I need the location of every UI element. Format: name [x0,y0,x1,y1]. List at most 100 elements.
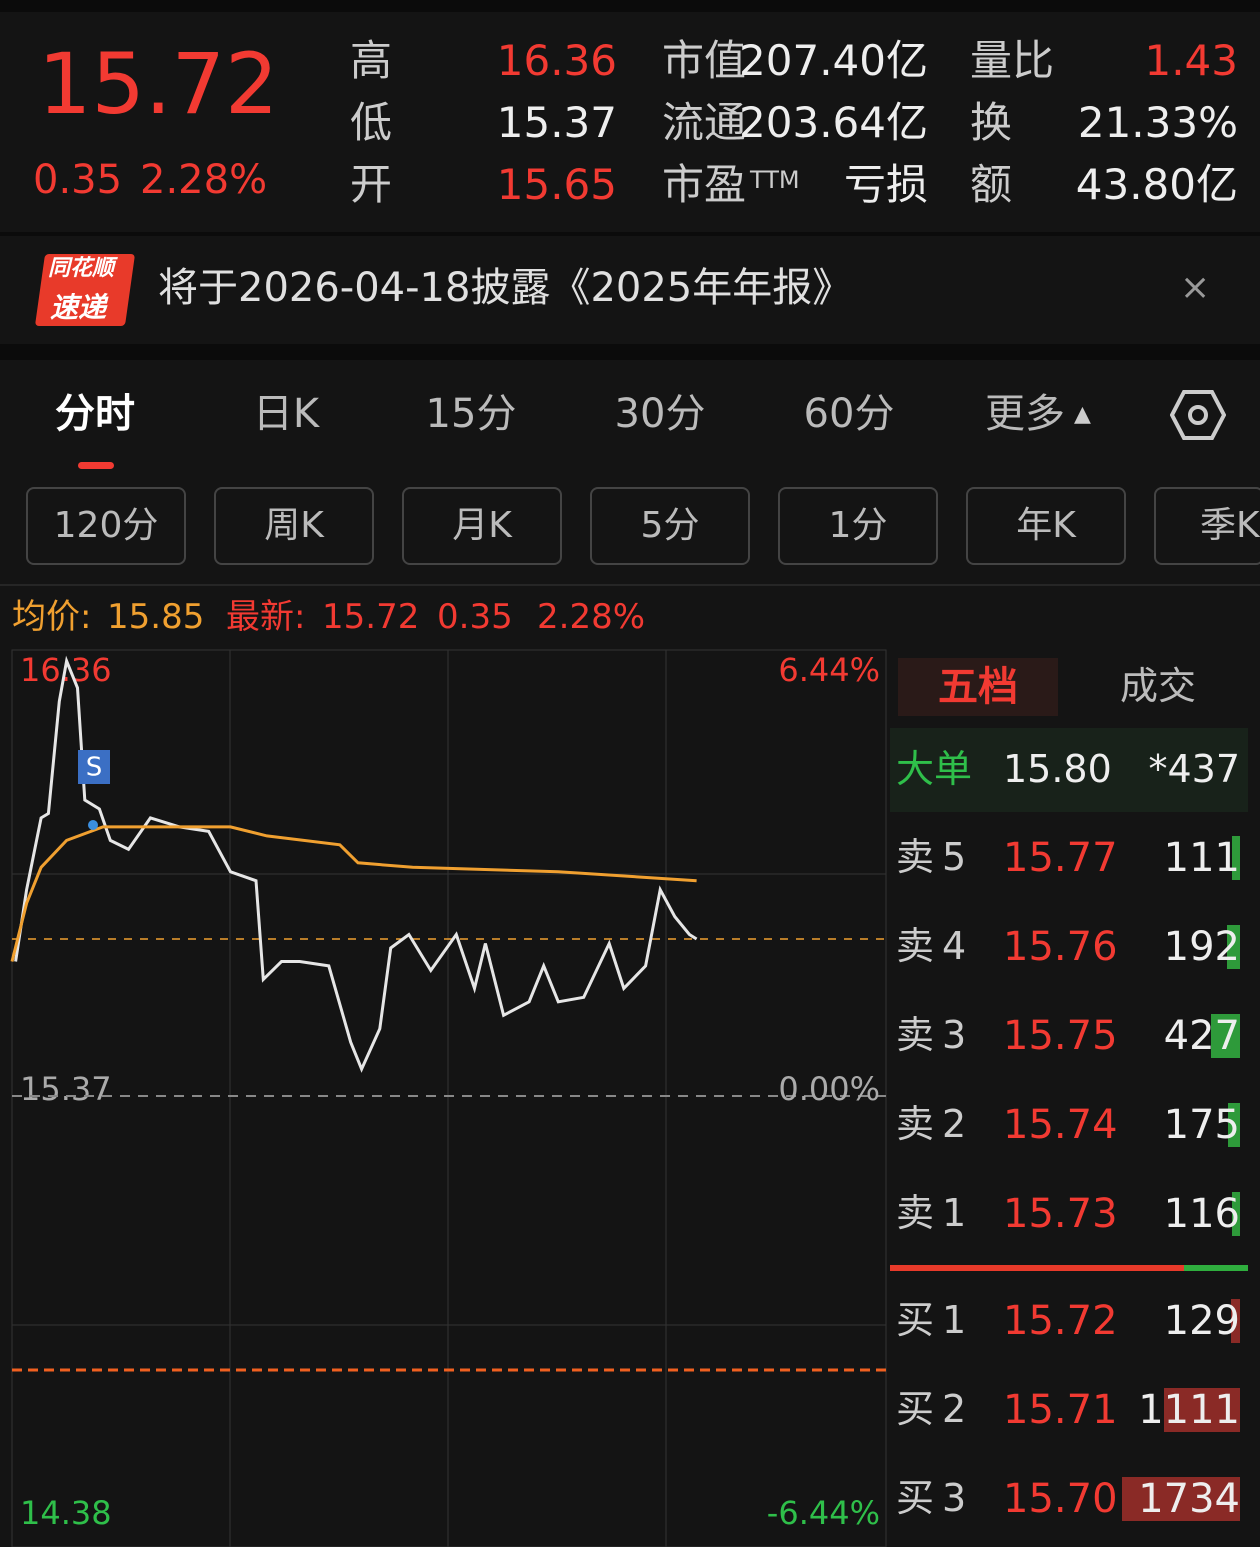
level-price: 15.73 [1003,1191,1118,1237]
volume-bar [1164,1388,1240,1432]
book-tab-bg [898,658,1058,716]
tab[interactable]: 60分 [803,391,895,437]
avg-label: 均价: [12,597,92,637]
banner-panel [0,236,1260,344]
change-pct: 2.28% [140,157,268,203]
signal-text: S [86,753,103,783]
y-tick-label: 15.37 [20,1070,112,1108]
stat: 市盈 [662,160,747,209]
sub-tab[interactable]: 1分 [778,487,938,565]
series-line [14,655,698,1073]
level-label: 卖3 [896,1013,975,1057]
last-pct: 2.28% [537,597,646,637]
level-label: 卖5 [896,835,975,879]
sub-tab[interactable]: 月K [402,487,562,565]
active-indicator [78,462,114,469]
stat: 市值 [662,36,747,85]
tab[interactable]: 30分 [614,391,706,437]
stat: 15.65 [496,160,617,209]
quote-panel [0,12,1260,232]
tab[interactable]: 分时 [55,391,135,437]
big-order-volume: *437 [1148,747,1240,791]
y2-tick-label: 6.44% [778,651,880,689]
stat: 亏损 [843,160,928,209]
last-value: 15.72 [322,597,420,637]
level-label: 买2 [896,1387,975,1431]
volume-bar [1231,1299,1240,1343]
stat: 15.37 [496,98,617,147]
y2-tick-label: -6.44% [767,1494,880,1532]
y2-tick-label: 0.00% [778,1070,880,1108]
stat: 换 [970,98,1013,147]
settings-icon[interactable] [1170,388,1226,442]
stat: 43.80亿 [1075,160,1238,209]
book-divider-sell [1184,1265,1248,1271]
divider [0,584,1260,586]
stat: 量比 [970,36,1055,85]
stat: 开 [350,160,393,209]
level-volume: 1111 [1138,1387,1240,1433]
signal-marker[interactable] [78,750,110,784]
stat: 16.36 [496,36,617,85]
level-volume: 175 [1163,1102,1240,1148]
book-tab[interactable]: 成交 [1119,664,1197,708]
level-price: 15.75 [1003,1013,1118,1059]
tab[interactable]: 日K [252,391,320,437]
stat: 203.64亿 [739,98,928,147]
logo-top: 同花顺 [48,256,115,281]
level-price: 15.77 [1003,835,1118,881]
last-label: 最新: [226,597,306,637]
change: 0.35 [33,157,123,203]
level-price: 15.72 [1003,1298,1118,1344]
stat: 低 [350,98,393,147]
book-divider-buy [890,1265,1184,1271]
chart-panel [0,360,1260,1547]
price: 15.72 [38,35,279,133]
stat: 高 [350,36,393,85]
level-label: 买1 [896,1298,975,1342]
level-volume: 427 [1163,1013,1240,1059]
signal-dot [88,820,98,830]
big-order-label: 大单 [896,747,973,791]
book-tab[interactable]: 五档 [938,664,1018,710]
logo-bottom: 速递 [50,291,107,324]
volume-bar [1232,1192,1240,1236]
close-button[interactable]: × [1180,267,1211,308]
level-volume: 129 [1163,1298,1240,1344]
sub-tab[interactable]: 年K [966,487,1126,565]
level-label: 卖1 [896,1191,975,1235]
sub-tab[interactable]: 季K [1154,487,1260,565]
sub-tab[interactable]: 5分 [590,487,750,565]
level-price: 15.74 [1003,1102,1118,1148]
volume-bar [1226,925,1240,969]
sub-tab[interactable]: 120分 [26,487,186,565]
volume-bar [1122,1477,1240,1521]
level-volume: 1734 [1138,1476,1240,1522]
tab[interactable]: 15分 [425,391,517,437]
stat: 207.40亿 [739,36,928,85]
last-change: 0.35 [437,597,513,637]
level-volume: 192 [1163,924,1240,970]
tab[interactable]: 更多 [985,391,1065,437]
stat: 21.33% [1077,98,1238,147]
stat: 额 [970,160,1013,209]
series-line [10,825,697,962]
volume-bar [1232,836,1240,880]
avg-value: 15.85 [107,597,205,637]
level-label: 卖4 [896,924,975,968]
sub-tab[interactable]: 周K [214,487,374,565]
level-price: 15.70 [1003,1476,1118,1522]
pe-suffix: TTM [750,166,800,194]
volume-bar [1228,1103,1240,1147]
volume-bar [1210,1014,1240,1058]
banner-text[interactable]: 将于2026-04-18披露《2025年年报》 [158,265,853,311]
level-volume: 111 [1163,835,1240,881]
level-price: 15.76 [1003,924,1118,970]
level-volume: 116 [1163,1191,1240,1237]
level-price: 15.71 [1003,1387,1118,1433]
stat: 1.43 [1144,36,1238,85]
stat: 流通 [662,98,747,147]
big-order-bg [890,728,1248,812]
